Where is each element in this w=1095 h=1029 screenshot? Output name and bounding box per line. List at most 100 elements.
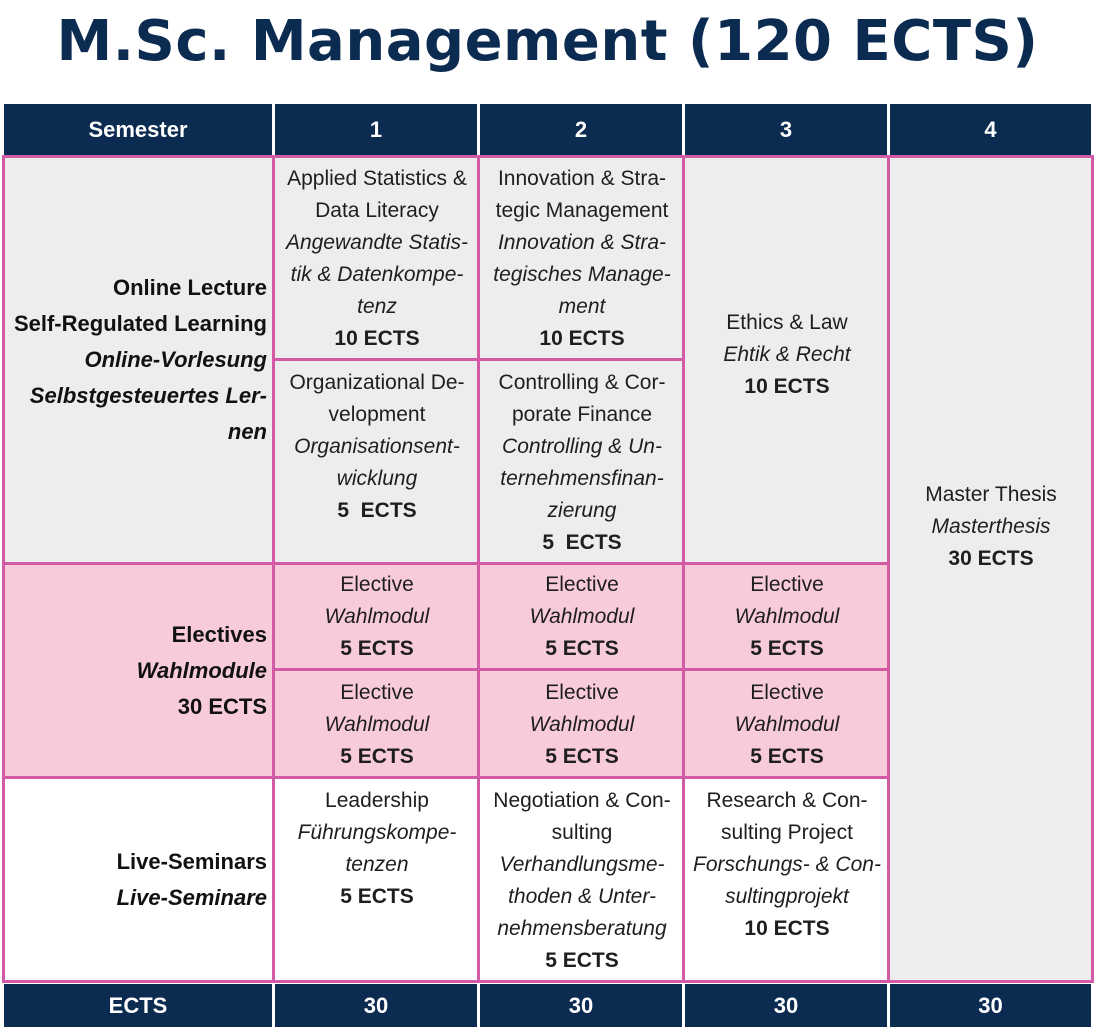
elective-de: Wahlmodul [324, 604, 430, 628]
footer-value: 30 [773, 992, 799, 1018]
module-de-line: Forschungs- & Con- [693, 853, 881, 876]
module-en-line: Negotiation & Con- [493, 789, 671, 812]
module-ects: 5 ECTS [337, 499, 417, 522]
module-en-line: Leadership [325, 789, 429, 812]
grid-line [682, 155, 685, 983]
module-ethics-law: Ethics & Law Ehtik & Recht 10 ECTS [685, 157, 889, 563]
header-semester-4-label: 4 [984, 117, 997, 142]
elective-en: Elective [545, 680, 619, 704]
module-en-line: Ethics & Law [726, 311, 848, 334]
module-de-line: ment [558, 295, 606, 318]
module-de-line: nehmensberatung [497, 917, 667, 940]
module-organizational-development: Organizational De- velopment Organisatio… [275, 361, 479, 563]
module-de-line: Verhandlungsme- [499, 853, 665, 876]
module-de-line: thoden & Unter- [508, 885, 656, 908]
module-de-line: Organisationsent- [294, 435, 460, 458]
grid-line [887, 155, 890, 983]
grid-line [272, 358, 685, 361]
live-label-italic: Live-Seminare [116, 885, 267, 910]
elective-ects: 5 ECTS [545, 744, 619, 768]
module-ects: 10 ECTS [744, 375, 830, 398]
module-en-line: porate Finance [511, 403, 653, 426]
module-de-line: Angewandte Statis- [285, 231, 469, 254]
online-label-line-1: Online Lecture [112, 275, 267, 300]
module-de-line: Controlling & Un- [502, 435, 662, 458]
module-ects: 5 ECTS [542, 531, 622, 554]
module-de-line: ternehmensfinan- [500, 467, 664, 490]
module-ects: 10 ECTS [744, 917, 830, 940]
header-semester-1-label: 1 [369, 117, 383, 142]
module-en-line: Controlling & Cor- [498, 371, 666, 394]
module-research-consulting: Research & Con- sulting Project Forschun… [685, 779, 889, 981]
module-de-line: wicklung [336, 467, 418, 490]
header-semester-1: 1 [275, 104, 477, 156]
elective-cell: Elective Wahlmodul 5 ECTS [480, 564, 684, 669]
footer-ects-1: 30 [275, 984, 477, 1027]
header-semester: Semester [4, 104, 272, 156]
grid-line [272, 155, 275, 983]
module-en-line: Data Literacy [315, 199, 439, 222]
grid-line [2, 155, 1094, 158]
elective-cell: Elective Wahlmodul 5 ECTS [480, 671, 684, 778]
module-de-line: tenz [357, 295, 397, 318]
electives-label: Electives [171, 622, 267, 647]
module-en-line: Research & Con- [706, 789, 868, 812]
module-de-line: Innovation & Stra- [497, 231, 667, 254]
elective-cell: Elective Wahlmodul 5 ECTS [685, 671, 889, 778]
elective-ects: 5 ECTS [340, 636, 414, 660]
elective-de: Wahlmodul [324, 712, 430, 736]
live-label: Live-Seminars [116, 849, 267, 874]
header-semester-3-label: 3 [779, 117, 793, 142]
elective-ects: 5 ECTS [750, 744, 824, 768]
footer-ects-3: 30 [685, 984, 887, 1027]
online-label-line-2: Self-Regulated Learning [13, 311, 267, 336]
grid-line [477, 155, 480, 983]
module-innovation: Innovation & Stra- tegic Management Inno… [480, 157, 684, 359]
module-de-line: Führungskompe- [297, 821, 457, 844]
elective-ects: 5 ECTS [340, 744, 414, 768]
module-applied-statistics: Applied Statistics & Data Literacy Angew… [275, 157, 479, 359]
elective-cell: Elective Wahlmodul 5 ECTS [275, 671, 479, 778]
module-de-line: Masterthesis [931, 515, 1051, 538]
module-ects: 10 ECTS [334, 327, 420, 350]
header-semester-label: Semester [88, 117, 188, 142]
grid-line [1091, 155, 1094, 983]
module-en-line: Organizational De- [289, 371, 465, 394]
footer-value: 30 [978, 992, 1003, 1018]
footer-ects-4: 30 [890, 984, 1091, 1027]
module-ects: 10 ECTS [539, 327, 625, 350]
page-title: M.Sc. Management (120 ECTS) [56, 9, 1039, 74]
elective-en: Elective [750, 572, 824, 596]
module-en-line: tegic Management [495, 199, 669, 222]
module-negotiation: Negotiation & Con- sulting Verhandlungsm… [480, 779, 684, 981]
elective-de: Wahlmodul [529, 604, 635, 628]
module-en-line: Innovation & Stra- [497, 167, 667, 190]
module-leadership: Leadership Führungskompe- tenzen 5 ECTS [275, 779, 479, 981]
module-master-thesis: Master Thesis Masterthesis 30 ECTS [890, 157, 1092, 981]
elective-en: Elective [340, 680, 414, 704]
elective-de: Wahlmodul [734, 712, 840, 736]
electives-label-italic: Wahlmodule [136, 658, 267, 683]
module-en-line: Applied Statistics & [287, 167, 467, 190]
module-de-line: sultingprojekt [725, 885, 849, 908]
grid-line [2, 980, 1094, 983]
module-de-line: zierung [547, 499, 617, 522]
electives-label-ects: 30 ECTS [177, 694, 267, 719]
grid-line [272, 668, 890, 671]
grid-line [2, 562, 890, 565]
footer-label: ECTS [108, 992, 168, 1018]
header-semester-3: 3 [685, 104, 887, 156]
elective-de: Wahlmodul [529, 712, 635, 736]
footer-value: 30 [568, 992, 594, 1018]
grid-line [2, 776, 890, 779]
elective-cell: Elective Wahlmodul 5 ECTS [275, 564, 479, 669]
row-label-live-seminars: Live-Seminars Live-Seminare [4, 779, 273, 981]
footer-value: 30 [363, 992, 389, 1018]
module-de-line: tenzen [345, 853, 409, 876]
row-label-electives: Electives Wahlmodule 30 ECTS [4, 564, 273, 778]
online-label-italic-3: nen [227, 419, 267, 444]
elective-ects: 5 ECTS [750, 636, 824, 660]
module-en-line: velopment [328, 403, 426, 426]
module-en-line: Master Thesis [925, 483, 1057, 506]
module-de-line: tegisches Manage- [493, 263, 671, 286]
